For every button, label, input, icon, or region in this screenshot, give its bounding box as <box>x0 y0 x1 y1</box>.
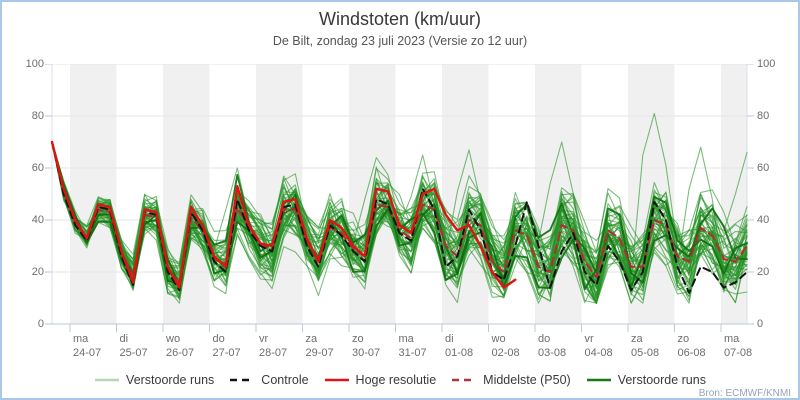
y-tick-label: 80 <box>757 110 770 122</box>
high-resolution-line <box>50 140 517 289</box>
page-subtitle: De Bilt, zondag 23 juli 2023 (Versie zo … <box>272 34 528 48</box>
y-tick-label: 100 <box>25 58 44 70</box>
y-tick-label: 100 <box>757 58 776 70</box>
x-tick-label: ma 24-07 <box>73 333 102 359</box>
y-tick-label: 0 <box>37 318 44 330</box>
y-tick-label: 60 <box>757 162 770 174</box>
legend-item: Controle <box>229 373 309 387</box>
day-band <box>442 64 489 324</box>
x-tick-label: ma 31-07 <box>398 333 427 359</box>
y-tick-label: 80 <box>31 110 44 122</box>
legend-label: Verstoorde runs <box>617 373 706 387</box>
y-tick-label: 40 <box>31 214 44 226</box>
x-tick-label: za 29-07 <box>305 333 334 359</box>
plot-area <box>45 64 754 332</box>
x-tick-label: wo 26-07 <box>166 333 195 359</box>
x-tick-label: za 05-08 <box>631 333 660 359</box>
x-tick-label: ma 07-08 <box>724 333 753 359</box>
x-tick-label: do 27-07 <box>212 333 241 359</box>
x-tick-label: zo 30-07 <box>352 333 381 359</box>
ensemble-member-line <box>51 141 748 295</box>
legend-line-swatch <box>452 378 477 382</box>
ensemble-member-highlight-line <box>51 141 748 289</box>
x-tick-label: wo 02-08 <box>491 333 520 359</box>
y-tick-label: 60 <box>31 162 44 174</box>
legend-label: Verstoorde runs <box>126 373 215 387</box>
legend-label: Middelste (P50) <box>483 373 571 387</box>
legend-item: Verstoorde runs <box>586 373 706 387</box>
y-tick-label: 40 <box>757 214 770 226</box>
legend-item: Hoge resolutie <box>324 373 437 387</box>
day-band <box>535 64 582 324</box>
x-tick-label: di 25-07 <box>119 333 148 359</box>
x-tick-label: do 03-08 <box>538 333 567 359</box>
y-tick-label: 20 <box>31 266 44 278</box>
legend-label: Hoge resolutie <box>355 373 437 387</box>
x-tick-label: vr 28-07 <box>259 333 288 359</box>
legend-line-swatch <box>95 378 120 382</box>
source-credit: Bron: ECMWF/KNMI <box>698 388 791 399</box>
legend-item: Middelste (P50) <box>451 373 571 387</box>
page-title: Windstoten (km/uur) <box>318 9 482 29</box>
legend-line-swatch <box>230 378 255 382</box>
x-tick-label: zo 06-08 <box>677 333 706 359</box>
y-tick-label: 20 <box>757 266 770 278</box>
y-tick-label: 0 <box>757 318 764 330</box>
legend-line-swatch <box>586 378 611 382</box>
legend-label: Controle <box>261 373 309 387</box>
legend: Verstoorde runs Controle Hoge resolutie Mid… <box>2 373 798 387</box>
legend-line-swatch <box>324 378 349 382</box>
x-tick-label: vr 04-08 <box>584 333 613 359</box>
x-tick-label: di 01-08 <box>445 333 474 359</box>
control-line <box>51 141 748 294</box>
legend-item: Verstoorde runs <box>94 373 214 387</box>
day-band <box>70 64 117 324</box>
